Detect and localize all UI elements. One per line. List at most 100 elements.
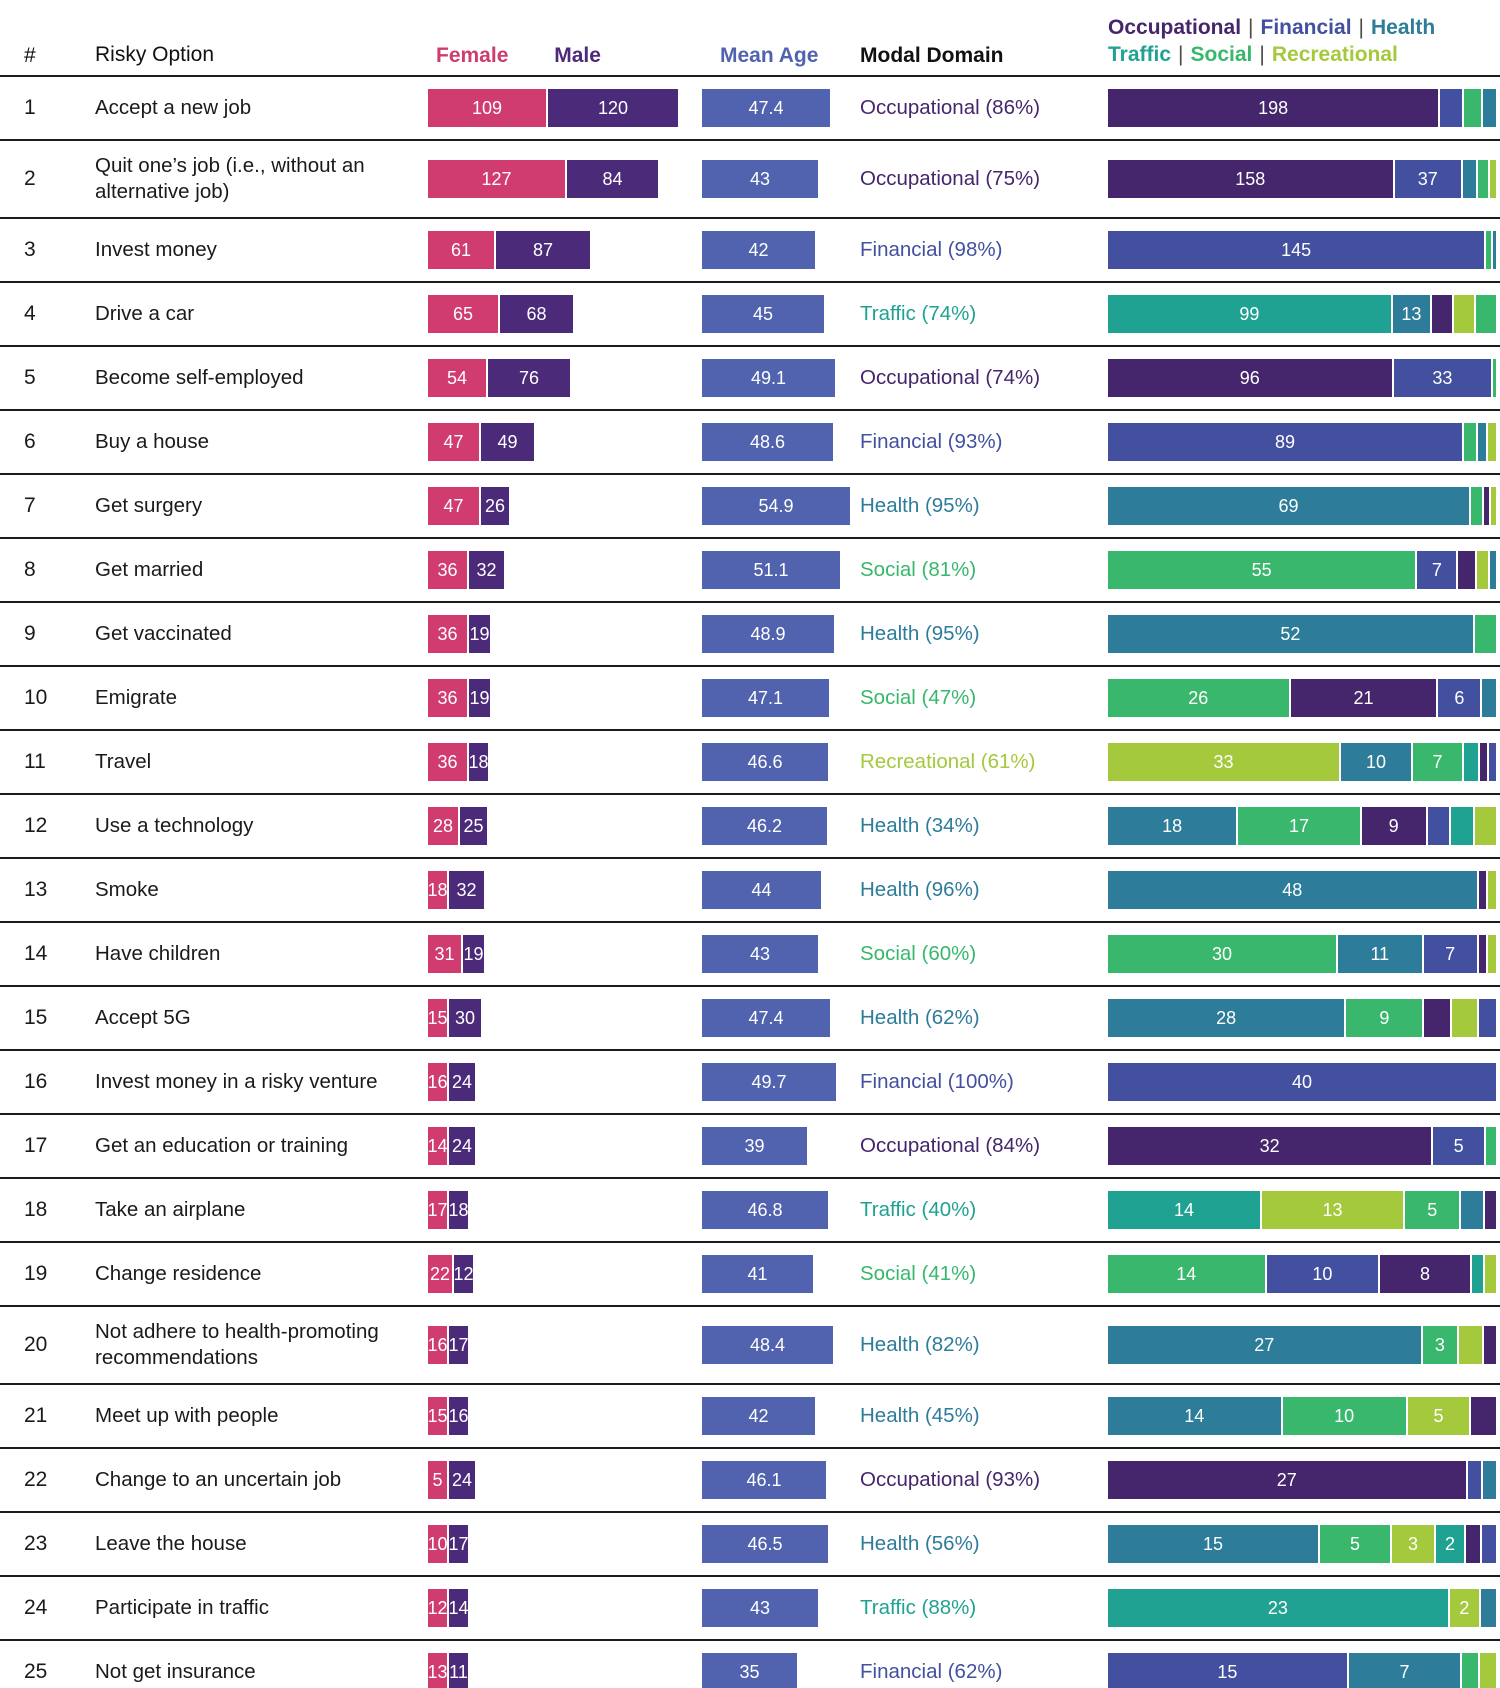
domain-segment-traffic bbox=[1451, 807, 1473, 845]
male-count: 11 bbox=[449, 1661, 468, 1682]
mean-age-cell: 45 bbox=[688, 295, 860, 333]
female-count: 10 bbox=[428, 1533, 447, 1554]
modal-domain-label: Traffic (40%) bbox=[860, 1198, 977, 1221]
female-count: 15 bbox=[428, 1007, 447, 1028]
mean-age-cell: 47.4 bbox=[688, 999, 860, 1037]
col-header-modal-domain: Modal Domain bbox=[860, 44, 1004, 67]
table-row: 13 Smoke 18 32 44 Health (96%) 48 bbox=[0, 857, 1500, 921]
male-bar: 24 bbox=[449, 1461, 475, 1499]
gender-bars: 36 32 bbox=[428, 551, 688, 589]
male-bar: 32 bbox=[449, 871, 484, 909]
domain-stacked-bar: 18 17 9 bbox=[1108, 807, 1496, 845]
mean-age-value: 45 bbox=[752, 303, 774, 324]
domain-segment-value: 21 bbox=[1353, 687, 1374, 708]
domain-stacked-bar: 48 bbox=[1108, 871, 1496, 909]
domain-segment-value: 28 bbox=[1216, 1007, 1237, 1028]
mean-age-bar: 46.8 bbox=[702, 1191, 828, 1229]
male-count: 18 bbox=[469, 751, 488, 772]
modal-domain-label: Health (95%) bbox=[860, 622, 980, 645]
domain-segment-occupational: 158 bbox=[1108, 160, 1393, 198]
domain-legend: Occupational | Financial | Health Traffic | So… bbox=[1108, 14, 1496, 68]
domain-stacked-bar: 145 bbox=[1108, 231, 1496, 269]
gender-bars-cell: 54 76 bbox=[428, 359, 688, 397]
domain-segment-social bbox=[1485, 1127, 1496, 1165]
domain-distribution-cell: 15 5 3 2 bbox=[1108, 1525, 1496, 1563]
domain-segment-value: 10 bbox=[1334, 1405, 1355, 1426]
male-count: 49 bbox=[497, 431, 518, 452]
domain-segment-recreational: 13 bbox=[1262, 1191, 1404, 1229]
female-count: 127 bbox=[481, 168, 512, 189]
risky-option-label: Quit one’s job (i.e., without an alterna… bbox=[95, 154, 365, 203]
domain-segment-financial bbox=[1489, 743, 1496, 781]
modal-domain-label: Social (47%) bbox=[860, 686, 977, 709]
mean-age-bar: 45 bbox=[702, 295, 824, 333]
domain-distribution-cell: 14 10 8 bbox=[1108, 1255, 1497, 1293]
domain-segment-health: 14 bbox=[1108, 1397, 1281, 1435]
domain-stacked-bar: 14 13 5 bbox=[1108, 1191, 1496, 1229]
table-row: 24 Participate in traffic 12 14 43 Traffic (8… bbox=[0, 1575, 1500, 1639]
domain-stacked-bar: 15 7 bbox=[1108, 1653, 1496, 1688]
domain-distribution-cell: 48 bbox=[1108, 871, 1496, 909]
col-header-male: Male bbox=[554, 44, 601, 67]
mean-age-cell: 49.7 bbox=[688, 1063, 860, 1101]
gender-bars: 5 24 bbox=[428, 1461, 688, 1499]
gender-bars: 12 14 bbox=[428, 1589, 688, 1627]
male-bar: 14 bbox=[449, 1589, 468, 1627]
table-row: 10 Emigrate 36 19 47.1 Social (47%) 26 21 6 bbox=[0, 665, 1500, 729]
female-bar: 36 bbox=[428, 615, 467, 653]
mean-age-value: 42 bbox=[748, 239, 769, 260]
domain-segment-recreational: 3 bbox=[1392, 1525, 1434, 1563]
female-bar: 14 bbox=[428, 1127, 447, 1165]
risky-option-label: Buy a house bbox=[95, 430, 209, 453]
col-header-num: # bbox=[24, 44, 36, 67]
female-count: 36 bbox=[437, 623, 458, 644]
domain-distribution-cell: 28 9 bbox=[1108, 999, 1496, 1037]
domain-stacked-bar: 99 13 bbox=[1108, 295, 1496, 333]
table-row: 14 Have children 31 19 43 Social (60%) 30 11 7 bbox=[0, 921, 1500, 985]
gender-bars: 36 19 bbox=[428, 615, 688, 653]
domain-segment-value: 9 bbox=[1388, 815, 1399, 836]
legend-item-occupational: Occupational bbox=[1108, 16, 1242, 39]
female-count: 16 bbox=[428, 1071, 447, 1092]
domain-segment-recreational bbox=[1480, 1653, 1496, 1688]
female-count: 5 bbox=[432, 1469, 443, 1490]
mean-age-bar: 46.6 bbox=[702, 743, 828, 781]
mean-age-value: 46.5 bbox=[747, 1533, 783, 1554]
domain-segment-value: 40 bbox=[1291, 1071, 1313, 1092]
mean-age-bar: 46.5 bbox=[702, 1525, 828, 1563]
female-bar: 65 bbox=[428, 295, 498, 333]
domain-segment-financial: 15 bbox=[1108, 1653, 1347, 1688]
table-row: 23 Leave the house 10 17 46.5 Health (56%) 15 5… bbox=[0, 1511, 1500, 1575]
domain-segment-health bbox=[1482, 679, 1497, 717]
modal-domain-label: Occupational (86%) bbox=[860, 96, 1041, 119]
female-bar: 17 bbox=[428, 1191, 447, 1229]
modal-domain-label: Health (96%) bbox=[860, 878, 980, 901]
mean-age-bar: 47.4 bbox=[702, 999, 830, 1037]
domain-segment-recreational bbox=[1484, 1255, 1497, 1293]
domain-stacked-bar: 55 7 bbox=[1108, 551, 1497, 589]
domain-segment-health bbox=[1477, 423, 1486, 461]
female-count: 47 bbox=[443, 431, 464, 452]
domain-segment-social: 17 bbox=[1238, 807, 1360, 845]
domain-segment-value: 5 bbox=[1427, 1199, 1438, 1220]
table-row: 4 Drive a car 65 68 45 Traffic (74%) 99 13 bbox=[0, 281, 1500, 345]
gender-bars-cell: 17 18 bbox=[428, 1191, 688, 1229]
legend-item-recreational: Recreational bbox=[1271, 43, 1398, 66]
mean-age-value: 43 bbox=[749, 1597, 771, 1618]
male-bar: 17 bbox=[449, 1326, 468, 1364]
domain-segment-health: 13 bbox=[1392, 295, 1430, 333]
male-bar: 19 bbox=[463, 935, 484, 973]
mean-age-value: 49.1 bbox=[750, 367, 787, 388]
gender-bars-cell: 14 24 bbox=[428, 1127, 688, 1165]
domain-segment-social bbox=[1486, 231, 1492, 269]
domain-stacked-bar: 89 bbox=[1108, 423, 1496, 461]
mean-age-bar: 41 bbox=[702, 1255, 813, 1293]
mean-age-value: 49.7 bbox=[751, 1071, 787, 1092]
domain-segment-value: 33 bbox=[1213, 751, 1234, 772]
modal-domain-label: Financial (93%) bbox=[860, 430, 1003, 453]
gender-bars: 13 11 bbox=[428, 1653, 688, 1688]
domain-segment-value: 99 bbox=[1239, 303, 1260, 324]
mean-age-bar: 43 bbox=[702, 1589, 818, 1627]
domain-segment-value: 2 bbox=[1444, 1533, 1455, 1554]
domain-segment-recreational bbox=[1474, 807, 1496, 845]
